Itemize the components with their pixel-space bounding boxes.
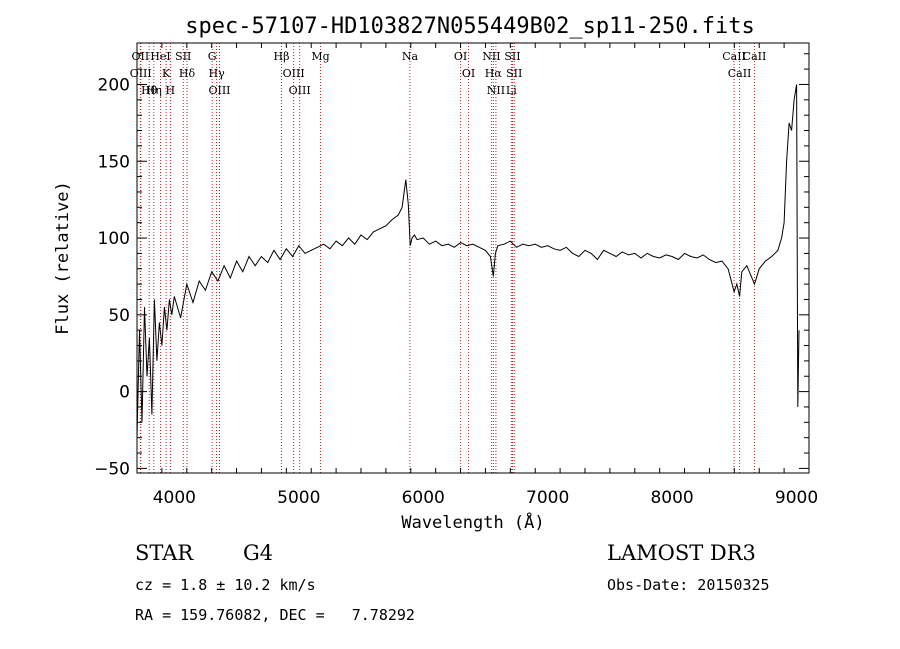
spectral-line-label: G [208,50,217,63]
spectral-line-label: NII [482,50,500,63]
spectral-line-label: CaII [722,50,746,63]
spectral-line-label: Hα [485,67,503,80]
y-tick-label: 0 [119,383,130,403]
x-axis-label: Wavelength (Å) [401,511,544,533]
y-tick-label: 150 [98,152,130,172]
spectral-line-label: OIII [208,84,230,97]
obs-date: Obs-Date: 20150325 [607,576,770,594]
spectral-line-label: CaII [743,50,767,63]
spectral-line-label: SII [506,67,522,80]
spectral-line-label: OIII [130,67,152,80]
spectral-line-label: Hδ [179,67,196,80]
x-tick-label: 8000 [650,488,693,508]
plot-frame [136,42,810,474]
spectral-line-label: Hγ [209,67,226,80]
spectral-line-label: SII [175,50,191,63]
x-tick-label: 9000 [775,488,818,508]
spectral-line-label: Mg [311,50,329,63]
spectral-line-markers [139,43,755,473]
coordinates: RA = 159.76082, DEC = 7.78292 [135,606,415,624]
spectral-line-label: OI [462,67,475,80]
y-tick-label: 50 [108,306,130,326]
spectral-line-label: OI [454,50,467,63]
y-tick-label: 200 [98,75,130,95]
spectral-line-label: OIII [289,84,311,97]
spectral-line-label: Hβ [274,50,290,63]
redshift-readout: cz = 1.8 ± 10.2 km/s [135,576,316,594]
spectral-line-label: SII [504,50,520,63]
x-tick-label: 7000 [526,488,569,508]
y-axis-ticks: −50 0 50 100 150 200 [94,53,809,479]
survey-name: LAMOST DR3 [607,541,756,565]
spectral-line-label: CaII [728,67,752,80]
object-subclass: G4 [243,541,273,565]
chart-title: spec-57107-HD103827N055449B02_sp11-250.f… [185,14,755,39]
spectral-line-label: Li [506,84,517,97]
spectral-line-label: NII [487,84,505,97]
y-tick-label: −50 [94,459,130,479]
object-class: STAR [135,541,194,565]
y-tick-label: 100 [98,229,130,249]
spectral-line-label: H [166,84,176,97]
spectral-line-label: OIII [283,67,305,80]
spectral-line-label: K [162,67,171,80]
spectral-line-labels: Hθ OII OIII K HeI Hη SII HHδ OIII Hγ G Hβ OIII OIII Mg… [130,50,767,97]
spectral-line-label: Hθ [141,84,158,97]
spectral-line-label: Na [402,50,419,63]
x-tick-label: 6000 [402,488,445,508]
spectral-line-label: OII [132,50,150,63]
x-tick-label: 5000 [277,488,320,508]
spectrum-line [136,84,800,438]
y-axis-label: Flux (relative) [53,181,73,335]
spectral-line-label: Hη [146,84,162,97]
x-tick-label: 4000 [153,488,196,508]
spectral-line-label: HeI [150,50,170,63]
x-axis-ticks: 4000 5000 6000 7000 8000 9000 [136,43,818,508]
